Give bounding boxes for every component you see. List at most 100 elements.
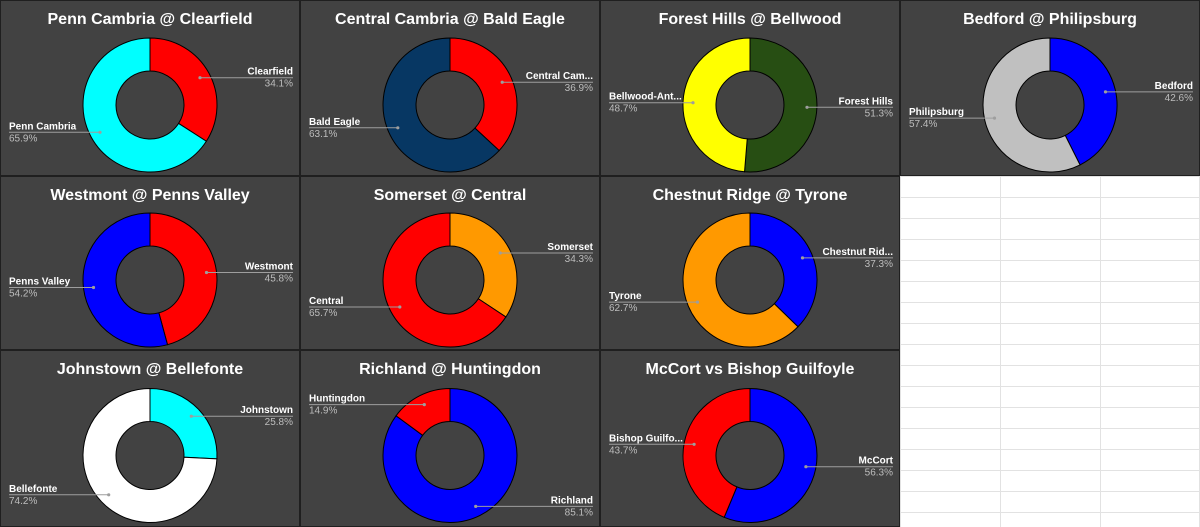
- chart-title: Penn Cambria @ Clearfield: [47, 11, 253, 28]
- donut-slice[interactable]: [149, 212, 218, 346]
- slice-percent: 65.7%: [309, 308, 337, 319]
- slice-percent: 43.7%: [609, 445, 637, 456]
- chart-title: McCort vs Bishop Guilfoyle: [645, 361, 855, 378]
- slice-percent: 56.3%: [865, 468, 893, 479]
- chart-title: Chestnut Ridge @ Tyrone: [652, 187, 848, 204]
- slice-label: Clearfield: [247, 67, 293, 78]
- donut-slice[interactable]: [982, 37, 1081, 173]
- leader-dot: [805, 105, 809, 109]
- slice-label: Huntingdon: [309, 394, 365, 405]
- slice-label: McCort: [859, 456, 894, 467]
- chart-title: Bedford @ Philipsburg: [963, 11, 1137, 28]
- leader-dot: [804, 465, 808, 469]
- donut-slice[interactable]: [382, 212, 507, 348]
- donut-slice[interactable]: [149, 37, 218, 142]
- chart-title: Westmont @ Penns Valley: [50, 187, 250, 204]
- slice-label: Penn Cambria: [9, 121, 77, 132]
- leader-dot: [204, 270, 209, 275]
- leader-dot: [695, 300, 700, 304]
- slice-percent: 54.2%: [9, 289, 37, 300]
- donut-slice[interactable]: [82, 387, 218, 523]
- leader-dot: [396, 126, 400, 130]
- slice-label: Central Cam...: [526, 71, 593, 82]
- chart-title: Johnstown @ Bellefonte: [56, 361, 244, 378]
- leader-dot: [691, 101, 695, 105]
- chart-card[interactable]: Central Cam... 36.9% Bald Eagle 63.1% Centr…: [300, 0, 600, 176]
- slice-percent: 37.3%: [865, 259, 893, 270]
- leader-dot: [91, 285, 96, 290]
- leader-dot: [107, 493, 111, 497]
- donut-slice[interactable]: [749, 212, 818, 328]
- chart-card[interactable]: McCort 56.3% Bishop Guilfo... 43.7% McCort …: [600, 350, 900, 527]
- donut-slice[interactable]: [682, 37, 751, 173]
- slice-percent: 25.8%: [265, 417, 293, 428]
- leader-dot: [692, 442, 696, 446]
- slice-label: Somerset: [547, 242, 593, 253]
- donut-slice[interactable]: [82, 37, 208, 173]
- slice-label: Central: [309, 296, 344, 307]
- donut-slice[interactable]: [149, 387, 218, 460]
- leader-dot: [498, 251, 502, 255]
- donut-slice[interactable]: [382, 37, 500, 173]
- leader-dot: [398, 305, 402, 309]
- slice-label: Chestnut Rid...: [822, 247, 893, 258]
- chart-card[interactable]: Somerset 34.3% Central 65.7% Somerset @ Cen…: [300, 176, 600, 350]
- slice-label: Bedford: [1155, 81, 1193, 92]
- slice-label: Bellwood-Ant...: [609, 92, 682, 103]
- chart-title: Forest Hills @ Bellwood: [658, 11, 842, 28]
- leader-dot: [422, 403, 426, 407]
- chart-card[interactable]: Johnstown 25.8% Bellefonte 74.2% Johnstown …: [0, 350, 300, 527]
- slice-label: Bishop Guilfo...: [609, 433, 683, 444]
- leader-dot: [800, 256, 805, 260]
- slice-percent: 51.3%: [865, 108, 893, 119]
- chart-card[interactable]: Westmont 45.8% Penns Valley 54.2% Westmont …: [0, 176, 300, 350]
- slice-label: Bald Eagle: [309, 117, 361, 128]
- slice-percent: 62.7%: [609, 303, 637, 314]
- slice-percent: 14.9%: [309, 406, 337, 417]
- donut-slice[interactable]: [382, 387, 518, 523]
- leader-dot: [198, 76, 202, 80]
- slice-label: Westmont: [245, 262, 294, 273]
- donut-slice[interactable]: [449, 37, 518, 152]
- slice-percent: 34.1%: [265, 79, 293, 90]
- slice-percent: 65.9%: [9, 133, 37, 144]
- donut-slice[interactable]: [723, 387, 818, 523]
- slice-label: Forest Hills: [839, 96, 894, 107]
- leader-dot: [1103, 90, 1108, 94]
- chart-card[interactable]: Forest Hills 51.3% Bellwood-Ant... 48.7% Fo…: [600, 0, 900, 176]
- donut-slice[interactable]: [82, 212, 169, 348]
- chart-card[interactable]: Richland 85.1% Huntingdon 14.9% Richland @ …: [300, 350, 600, 527]
- chart-card[interactable]: Bedford 42.6% Philipsburg 57.4% Bedford @ P…: [900, 0, 1200, 176]
- slice-label: Philipsburg: [909, 107, 964, 118]
- slice-percent: 42.6%: [1165, 93, 1193, 104]
- slice-percent: 57.4%: [909, 119, 937, 130]
- leader-dot: [189, 414, 193, 418]
- donut-slice[interactable]: [1049, 37, 1118, 166]
- donut-slice[interactable]: [682, 387, 751, 518]
- chart-card[interactable]: Clearfield 34.1% Penn Cambria 65.9% Penn Ca…: [0, 0, 300, 176]
- leader-dot: [98, 130, 102, 134]
- slice-label: Richland: [551, 495, 593, 506]
- slice-label: Penns Valley: [9, 277, 71, 288]
- slice-label: Johnstown: [240, 405, 293, 416]
- slice-label: Bellefonte: [9, 484, 58, 495]
- slice-percent: 74.2%: [9, 496, 37, 507]
- slice-label: Tyrone: [609, 291, 642, 302]
- chart-title: Central Cambria @ Bald Eagle: [335, 11, 565, 28]
- donut-slice[interactable]: [449, 212, 518, 318]
- donut-slice[interactable]: [682, 212, 799, 348]
- donut-slice[interactable]: [743, 37, 818, 173]
- chart-card[interactable]: Chestnut Rid... 37.3% Tyrone 62.7% Chestnut…: [600, 176, 900, 350]
- donut-slice[interactable]: [395, 387, 451, 437]
